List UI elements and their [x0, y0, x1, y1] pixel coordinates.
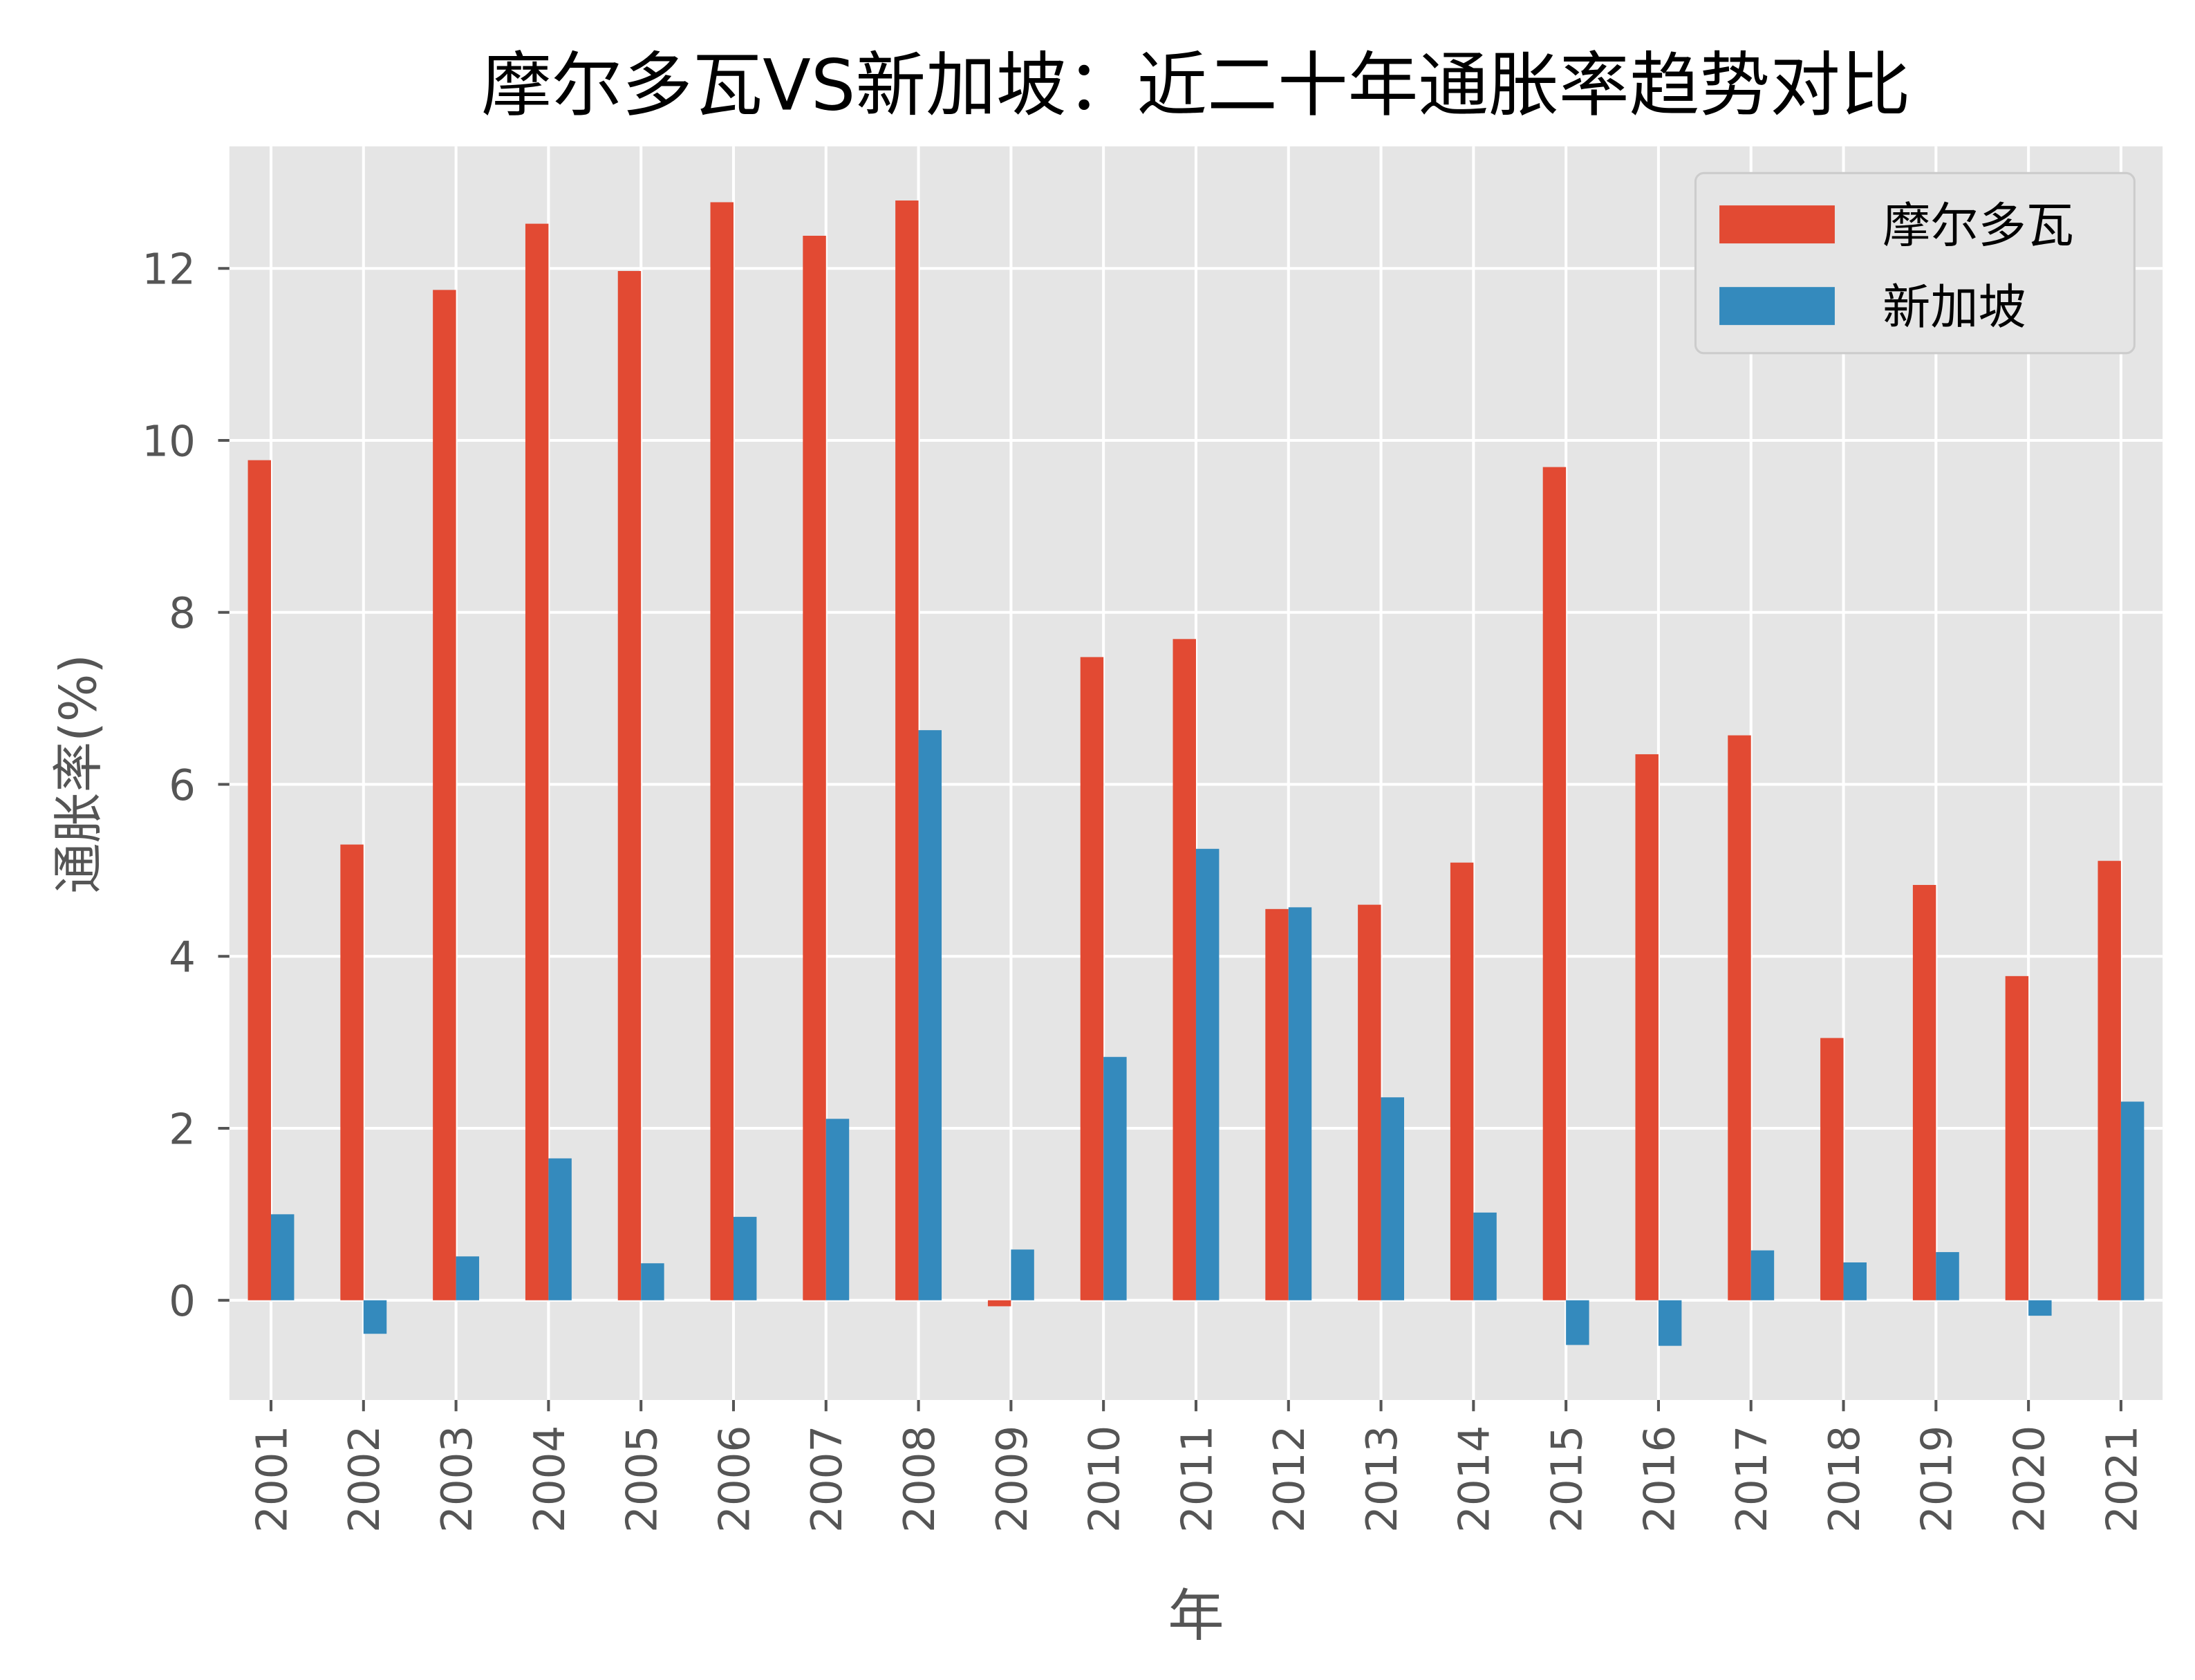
- x-tick-label: 2016: [1635, 1426, 1684, 1533]
- bar-singapore-2015: [1566, 1300, 1589, 1345]
- bar-singapore-2002: [363, 1300, 387, 1334]
- x-tick-label: 2005: [618, 1426, 667, 1533]
- bar-moldova-2007: [803, 236, 826, 1300]
- y-tick-label: 12: [142, 245, 196, 295]
- bar-singapore-2011: [1195, 848, 1220, 1300]
- x-tick-label: 2004: [525, 1426, 575, 1533]
- x-tick-label: 2009: [988, 1426, 1037, 1533]
- y-tick-label: 2: [169, 1105, 196, 1154]
- x-tick-label: 2014: [1450, 1426, 1500, 1533]
- bar-singapore-2019: [1936, 1252, 1959, 1300]
- bar-moldova-2006: [710, 202, 734, 1300]
- x-tick-label: 2002: [340, 1426, 389, 1533]
- bar-singapore-2001: [271, 1214, 295, 1300]
- y-axis-ticks: 0 2 4 6 8 10 12: [142, 245, 230, 1326]
- legend-label-singapore: 新加坡: [1883, 280, 2026, 335]
- bar-singapore-2009: [1011, 1249, 1034, 1300]
- bar-singapore-2013: [1381, 1097, 1405, 1300]
- x-tick-label: 2013: [1358, 1426, 1407, 1533]
- bar-moldova-2003: [433, 290, 456, 1300]
- bar-moldova-2012: [1265, 908, 1289, 1300]
- x-tick-label: 2012: [1265, 1426, 1314, 1533]
- bar-singapore-2004: [548, 1158, 572, 1300]
- bar-singapore-2007: [825, 1119, 850, 1300]
- y-axis-label: 通胀率(%): [49, 654, 108, 894]
- bar-moldova-2016: [1635, 754, 1659, 1300]
- bar-singapore-2020: [2028, 1300, 2052, 1316]
- x-tick-label: 2010: [1081, 1426, 1130, 1533]
- x-tick-label: 2001: [247, 1426, 297, 1533]
- x-tick-label: 2018: [1820, 1426, 1869, 1533]
- bar-moldova-2020: [2005, 976, 2029, 1300]
- x-tick-label: 2017: [1728, 1426, 1777, 1533]
- bar-moldova-2013: [1358, 904, 1381, 1300]
- x-axis-ticks: 2001 2002 2003 2004 2005 2006 2007 2008 2009 2010…: [247, 1399, 2147, 1533]
- bar-moldova-2002: [340, 844, 364, 1300]
- y-tick-label: 0: [169, 1277, 196, 1326]
- x-axis-label: 年: [1168, 1583, 1224, 1649]
- bar-moldova-2004: [525, 223, 549, 1300]
- bar-moldova-2018: [1820, 1038, 1844, 1300]
- legend: 摩尔多瓦 新加坡: [1694, 171, 2136, 355]
- x-tick-label: 2021: [2098, 1426, 2147, 1533]
- x-tick-label: 2020: [2006, 1426, 2055, 1533]
- bar-singapore-2018: [1843, 1262, 1867, 1300]
- x-tick-label: 2015: [1543, 1426, 1592, 1533]
- bar-singapore-2010: [1103, 1056, 1127, 1300]
- bar-singapore-2005: [641, 1263, 664, 1300]
- y-tick-label: 8: [169, 589, 196, 638]
- legend-swatch-singapore: [1719, 287, 1835, 326]
- x-tick-label: 2011: [1173, 1426, 1222, 1533]
- x-tick-label: 2006: [710, 1426, 759, 1533]
- bar-moldova-2010: [1080, 657, 1104, 1300]
- x-tick-label: 2019: [1913, 1426, 1962, 1533]
- legend-swatch-moldova: [1719, 205, 1835, 244]
- bars: [247, 200, 2145, 1346]
- x-tick-label: 2007: [803, 1426, 852, 1533]
- bar-singapore-2021: [2120, 1101, 2145, 1300]
- bar-moldova-2008: [895, 200, 919, 1300]
- bar-moldova-2005: [617, 270, 642, 1300]
- y-tick-label: 4: [169, 933, 196, 982]
- bar-moldova-2021: [2098, 861, 2121, 1300]
- bar-moldova-2019: [1912, 885, 1936, 1300]
- bar-singapore-2012: [1288, 907, 1312, 1300]
- chart-title: 摩尔多瓦VS新加坡：近二十年通胀率趋势对比: [481, 45, 1910, 127]
- x-tick-label: 2008: [895, 1426, 944, 1533]
- x-tick-label: 2003: [433, 1426, 482, 1533]
- bar-singapore-2008: [918, 730, 942, 1300]
- bar-moldova-2001: [247, 460, 272, 1300]
- bar-singapore-2016: [1658, 1300, 1682, 1346]
- y-tick-label: 10: [142, 417, 196, 466]
- bar-singapore-2014: [1473, 1212, 1497, 1300]
- bar-moldova-2015: [1542, 467, 1567, 1300]
- bar-singapore-2003: [456, 1256, 480, 1300]
- bar-moldova-2011: [1173, 639, 1196, 1300]
- bar-singapore-2006: [733, 1217, 757, 1300]
- bar-moldova-2017: [1728, 735, 1751, 1300]
- legend-label-moldova: 摩尔多瓦: [1883, 198, 2074, 254]
- y-tick-label: 6: [169, 761, 196, 810]
- bar-moldova-2009: [987, 1300, 1011, 1307]
- bar-singapore-2017: [1750, 1250, 1775, 1300]
- bar-moldova-2014: [1450, 862, 1474, 1300]
